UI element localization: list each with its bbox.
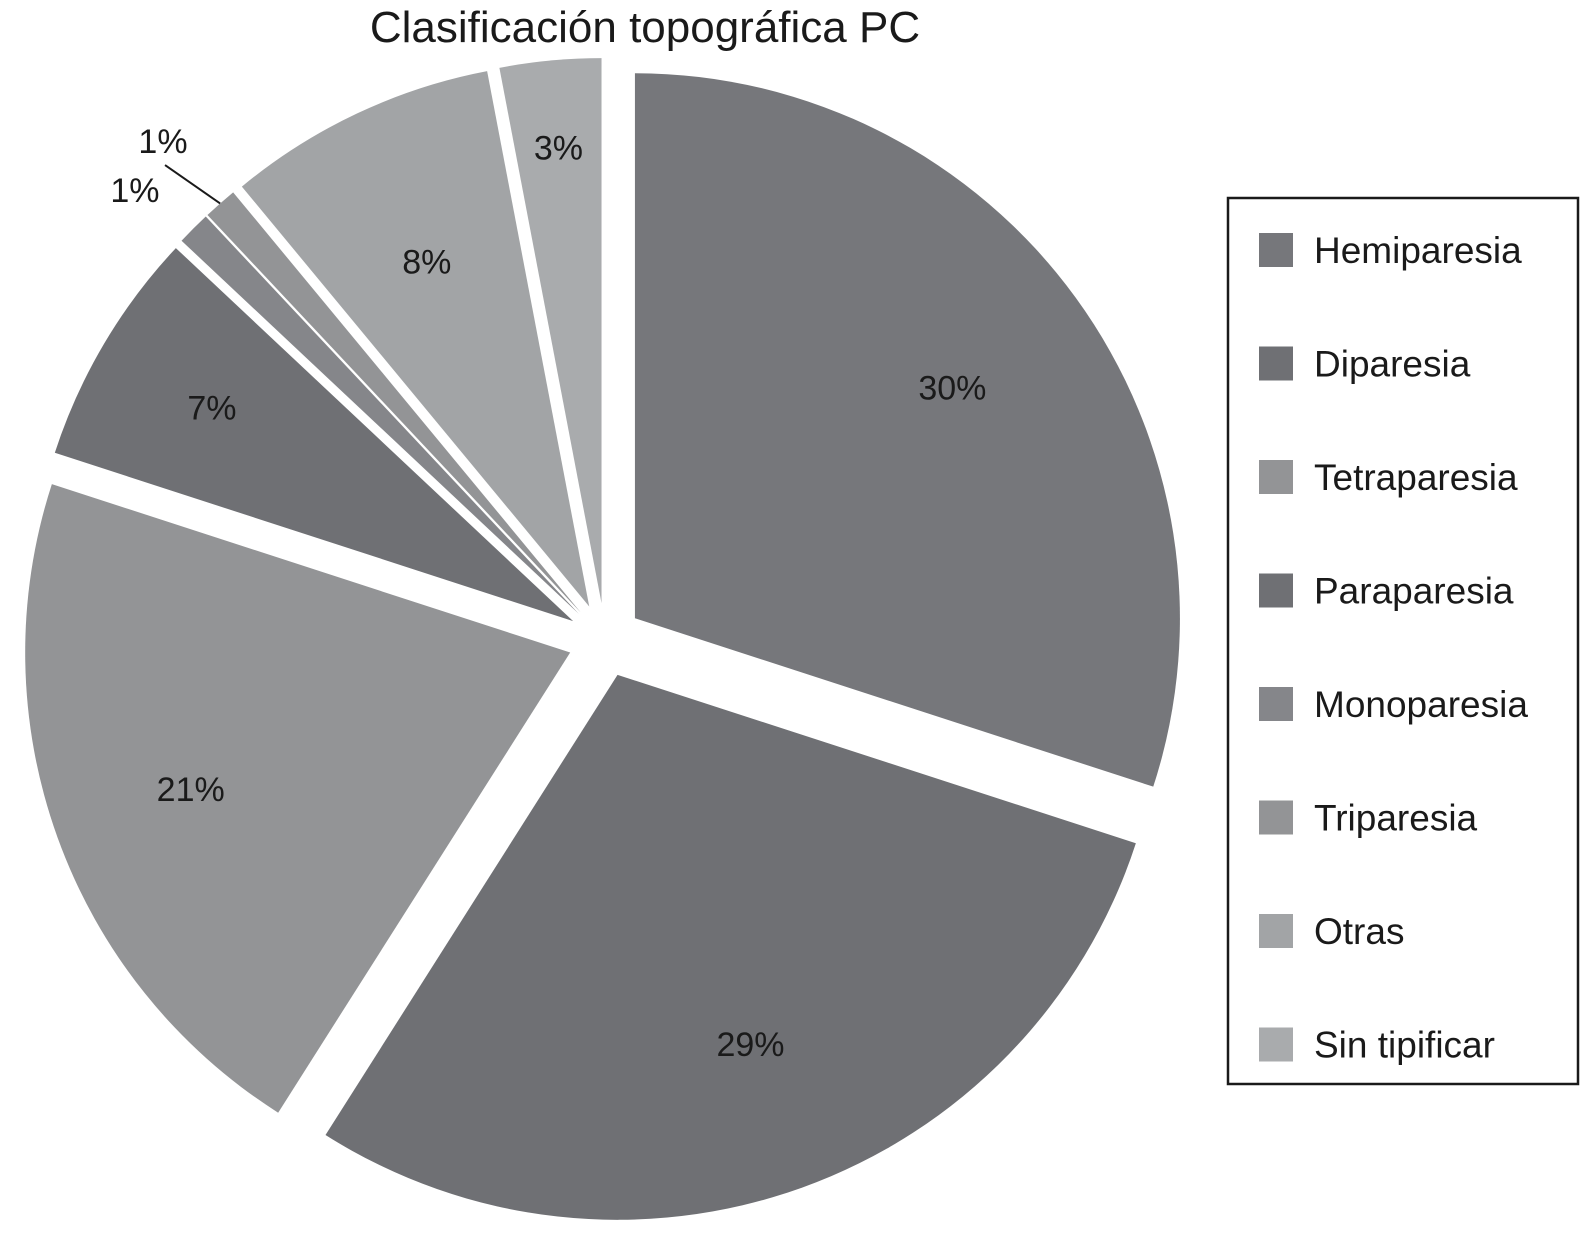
- pie-slice-triparesia: [207, 192, 581, 613]
- legend-swatch-hemiparesia: [1259, 233, 1293, 267]
- legend: Hemiparesia Diparesia Tetraparesia Parapare…: [1226, 196, 1580, 1086]
- legend-label-paraparesia: Paraparesia: [1314, 571, 1514, 612]
- slice-label-otras: 8%: [402, 243, 451, 281]
- leader-line-triparesia: [164, 164, 221, 205]
- legend-swatch-paraparesia: [1259, 573, 1293, 608]
- slice-label-monoparesia: 1%: [110, 172, 159, 210]
- legend-label-tetraparesia: Tetraparesia: [1314, 457, 1518, 498]
- legend-swatch-triparesia: [1259, 800, 1293, 835]
- legend-label-hemiparesia: Hemiparesia: [1314, 230, 1522, 271]
- pie-slice-monoparesia: [181, 216, 579, 614]
- slice-labels: 30% 29% 21% 7% 1% 1% 8% 3%: [110, 123, 986, 1064]
- pie-slice-diparesia: [325, 674, 1136, 1220]
- legend-label-otras: Otras: [1314, 911, 1404, 952]
- pie-slice-sin-tipificar: [499, 58, 602, 604]
- pie-slice-tetraparesia: [25, 484, 571, 1113]
- pie-slice-hemiparesia: [634, 73, 1180, 787]
- chart-title: Clasificación topográfica PC: [370, 3, 920, 52]
- slice-label-tetraparesia: 21%: [157, 771, 225, 809]
- legend-swatch-tetraparesia: [1259, 460, 1293, 494]
- slice-label-sin-tipificar: 3%: [534, 129, 583, 167]
- pie-slice-otras: [241, 71, 590, 607]
- legend-label-diparesia: Diparesia: [1314, 344, 1471, 385]
- pie-slice-paraparesia: [54, 248, 574, 622]
- legend-swatch-diparesia: [1259, 346, 1293, 381]
- pie-slices: [25, 58, 1180, 1220]
- legend-swatch-monoparesia: [1259, 687, 1293, 721]
- slice-label-diparesia: 29%: [716, 1026, 784, 1064]
- slice-label-hemiparesia: 30%: [918, 370, 986, 408]
- legend-swatch-sin-tipificar: [1259, 1027, 1293, 1062]
- legend-label-monoparesia: Monoparesia: [1314, 684, 1528, 725]
- slice-label-triparesia: 1%: [138, 123, 187, 161]
- legend-swatch-otras: [1259, 914, 1293, 948]
- slice-label-paraparesia: 7%: [187, 390, 236, 428]
- legend-label-triparesia: Triparesia: [1314, 798, 1478, 839]
- legend-label-sin-tipificar: Sin tipificar: [1314, 1025, 1495, 1066]
